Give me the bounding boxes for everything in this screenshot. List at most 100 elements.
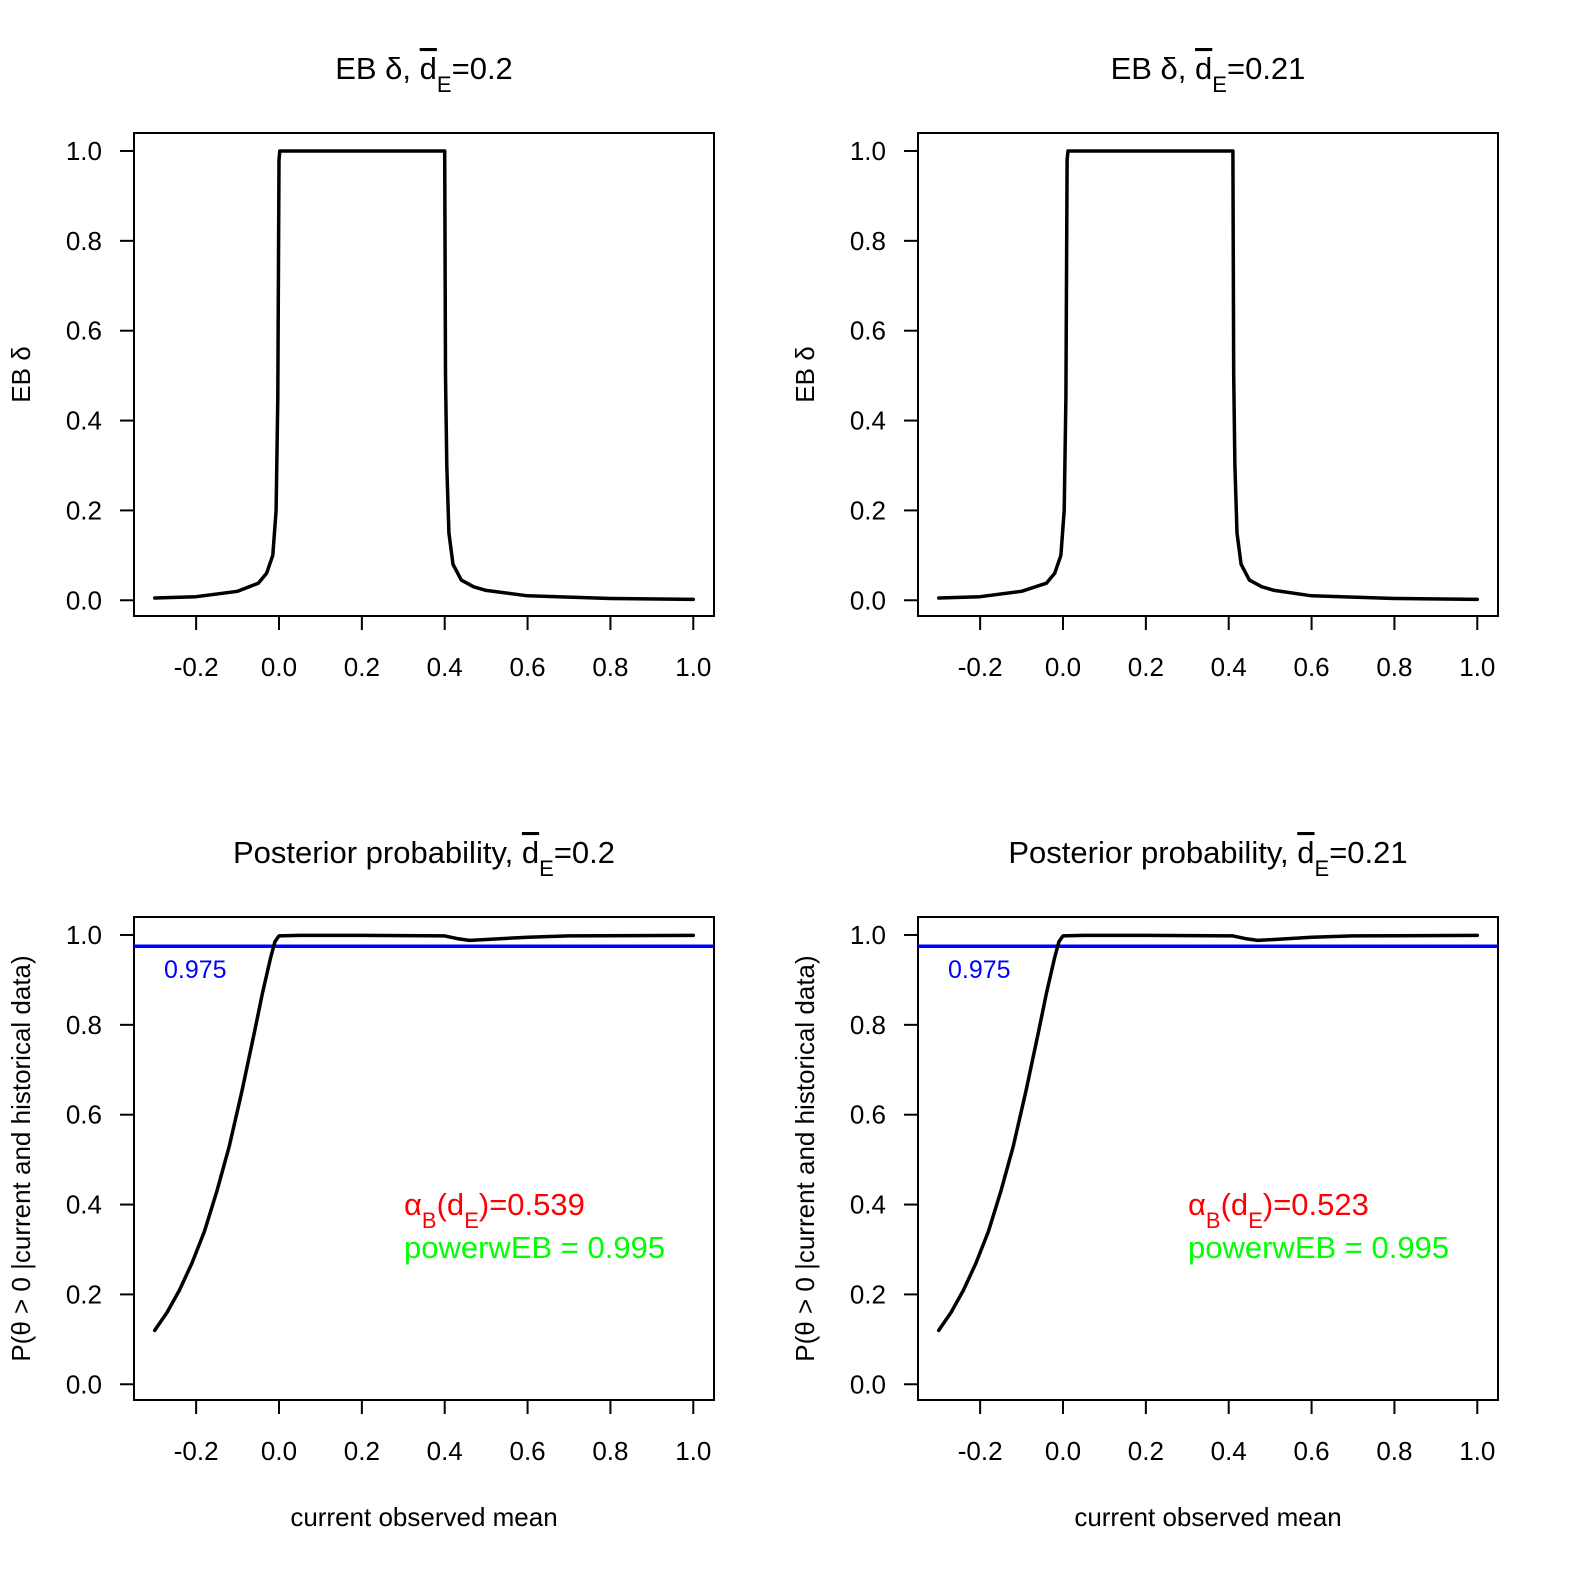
y-tick-label: 0.0 <box>850 1369 886 1399</box>
alpha-value: )=0.539 <box>479 1187 585 1222</box>
y-axis-label: EB δ <box>790 346 820 402</box>
title-value: =0.2 <box>452 51 513 86</box>
panel-4: Posterior probability, dE=0.210.00.20.40… <box>790 835 1499 1532</box>
y-tick-label: 0.2 <box>850 495 886 525</box>
plot-frame <box>917 916 1499 1401</box>
panel-title: EB δ, dE=0.21 <box>1111 51 1306 97</box>
y-tick-label: 0.6 <box>66 316 102 346</box>
series-line <box>152 149 696 602</box>
x-tick-label: 1.0 <box>675 1436 711 1466</box>
x-tick-label: 0.0 <box>261 1436 297 1466</box>
y-tick-label: 1.0 <box>850 920 886 950</box>
title-main: Posterior probability, <box>233 835 522 870</box>
title-d: d <box>1297 835 1314 870</box>
y-tick-label: 0.6 <box>66 1100 102 1130</box>
y-tick-label: 0.4 <box>850 1190 886 1220</box>
x-tick-label: -0.2 <box>174 1436 219 1466</box>
y-tick-label: 1.0 <box>66 136 102 166</box>
y-tick-label: 0.6 <box>850 316 886 346</box>
series-line <box>152 933 696 1333</box>
x-tick-label: 0.4 <box>427 652 463 682</box>
x-tick-label: 0.2 <box>1128 1436 1164 1466</box>
x-tick-label: 0.6 <box>509 1436 545 1466</box>
x-tick-label: 0.6 <box>509 652 545 682</box>
title-value: =0.21 <box>1227 51 1305 86</box>
title-d: d <box>1195 51 1212 86</box>
title-value: =0.2 <box>554 835 615 870</box>
y-tick-label: 0.8 <box>66 226 102 256</box>
y-axis-label: P(θ > 0 |current and historical data) <box>6 955 36 1361</box>
alpha-annotation: αB(dE)=0.539 <box>404 1187 585 1233</box>
title-sub: E <box>1212 72 1227 97</box>
series-line <box>936 933 1480 1333</box>
x-tick-label: 0.2 <box>1128 652 1164 682</box>
panel-title: Posterior probability, dE=0.2 <box>233 835 615 881</box>
x-tick-label: 0.0 <box>1045 1436 1081 1466</box>
y-tick-label: 0.0 <box>66 585 102 615</box>
x-tick-label: 0.8 <box>1376 652 1412 682</box>
title-value: =0.21 <box>1329 835 1407 870</box>
y-tick-label: 1.0 <box>850 136 886 166</box>
x-tick-label: 0.6 <box>1293 652 1329 682</box>
title-d: d <box>420 51 437 86</box>
y-tick-label: 1.0 <box>66 920 102 950</box>
series-line <box>936 149 1480 602</box>
x-axis-label: current observed mean <box>1074 1502 1341 1532</box>
x-tick-label: 1.0 <box>1459 652 1495 682</box>
x-tick-label: -0.2 <box>958 652 1003 682</box>
x-tick-label: 1.0 <box>675 652 711 682</box>
alpha-sub: B <box>422 1208 437 1233</box>
x-tick-label: 0.2 <box>344 652 380 682</box>
plot-frame <box>133 916 715 1401</box>
y-tick-label: 0.6 <box>850 1100 886 1130</box>
y-tick-label: 0.8 <box>850 226 886 256</box>
x-tick-label: 0.0 <box>1045 652 1081 682</box>
alpha-sub: B <box>1206 1208 1221 1233</box>
y-axis-label: EB δ <box>6 346 36 402</box>
panel-title: EB δ, dE=0.2 <box>335 51 513 97</box>
x-tick-label: 1.0 <box>1459 1436 1495 1466</box>
y-tick-label: 0.4 <box>850 406 886 436</box>
x-tick-label: 0.4 <box>1211 652 1247 682</box>
y-tick-label: 0.2 <box>850 1279 886 1309</box>
plot-frame <box>133 132 715 617</box>
alpha-symbol: α <box>404 1187 422 1222</box>
panel-1: EB δ, dE=0.2 0.0 0.2 0.4 0.6 0.8 1.0 -0.2 0.0 0.2… <box>6 51 715 682</box>
reference-line-label: 0.975 <box>948 956 1011 984</box>
title-sub: E <box>1315 856 1330 881</box>
x-tick-label: 0.4 <box>1211 1436 1247 1466</box>
y-tick-label: 0.2 <box>66 1279 102 1309</box>
x-axis-label: current observed mean <box>290 1502 557 1532</box>
title-main: Posterior probability, <box>1008 835 1297 870</box>
x-tick-label: 0.8 <box>592 1436 628 1466</box>
alpha-annotation: αB(dE)=0.523 <box>1188 1187 1369 1233</box>
title-main: EB δ, <box>335 51 419 86</box>
alpha-sub2: E <box>1248 1208 1263 1233</box>
y-axis-label: P(θ > 0 |current and historical data) <box>790 955 820 1361</box>
y-tick-label: 0.2 <box>66 495 102 525</box>
x-tick-label: 0.2 <box>344 1436 380 1466</box>
alpha-mid: (d <box>437 1187 465 1222</box>
plot-frame <box>917 132 1499 617</box>
alpha-value: )=0.523 <box>1263 1187 1369 1222</box>
alpha-sub2: E <box>464 1208 479 1233</box>
title-main: EB δ, <box>1111 51 1195 86</box>
x-tick-label: 0.8 <box>592 652 628 682</box>
y-tick-label: 0.4 <box>66 1190 102 1220</box>
y-tick-label: 0.0 <box>850 585 886 615</box>
power-annotation: powerwEB = 0.995 <box>404 1230 665 1265</box>
x-tick-label: -0.2 <box>958 1436 1003 1466</box>
x-tick-label: 0.6 <box>1293 1436 1329 1466</box>
title-sub: E <box>539 856 554 881</box>
panel-3: Posterior probability, dE=0.2 0.0 0.2 0.4 0.… <box>6 835 715 1532</box>
panel-title: Posterior probability, dE=0.21 <box>1008 835 1407 881</box>
title-sub: E <box>437 72 452 97</box>
x-tick-label: 0.8 <box>1376 1436 1412 1466</box>
reference-line-label: 0.975 <box>164 956 227 984</box>
power-annotation: powerwEB = 0.995 <box>1188 1230 1449 1265</box>
x-tick-label: 0.4 <box>427 1436 463 1466</box>
x-tick-label: -0.2 <box>174 652 219 682</box>
alpha-symbol: α <box>1188 1187 1206 1222</box>
alpha-mid: (d <box>1221 1187 1249 1222</box>
